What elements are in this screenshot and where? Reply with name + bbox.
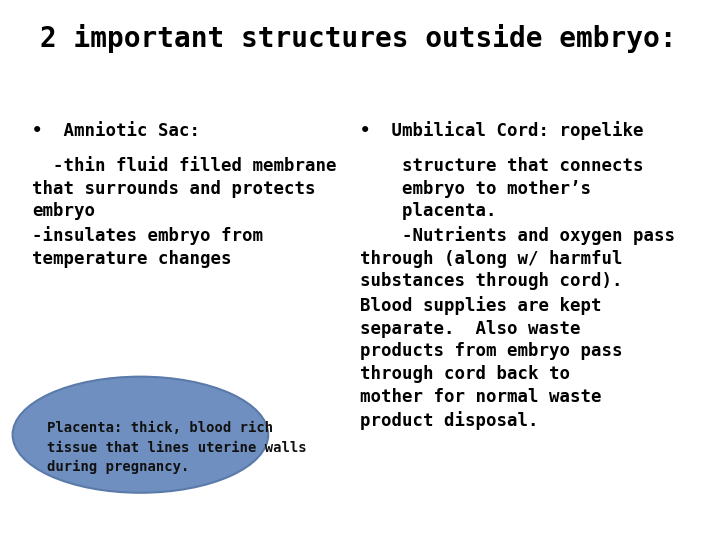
Ellipse shape xyxy=(13,377,269,492)
Text: •  Umbilical Cord: ropelike: • Umbilical Cord: ropelike xyxy=(360,122,644,140)
Text: structure that connects
    embryo to mother’s
    placenta.
    -Nutrients and : structure that connects embryo to mother… xyxy=(360,157,675,430)
Text: 2 important structures outside embryo:: 2 important structures outside embryo: xyxy=(40,24,676,53)
Text: Placenta: thick, blood rich
tissue that lines uterine walls
during pregnancy.: Placenta: thick, blood rich tissue that … xyxy=(47,421,307,475)
Text: •  Amniotic Sac:: • Amniotic Sac: xyxy=(32,122,200,139)
Text: -thin fluid filled membrane
that surrounds and protects
embryo
-insulates embryo: -thin fluid filled membrane that surroun… xyxy=(32,157,337,267)
